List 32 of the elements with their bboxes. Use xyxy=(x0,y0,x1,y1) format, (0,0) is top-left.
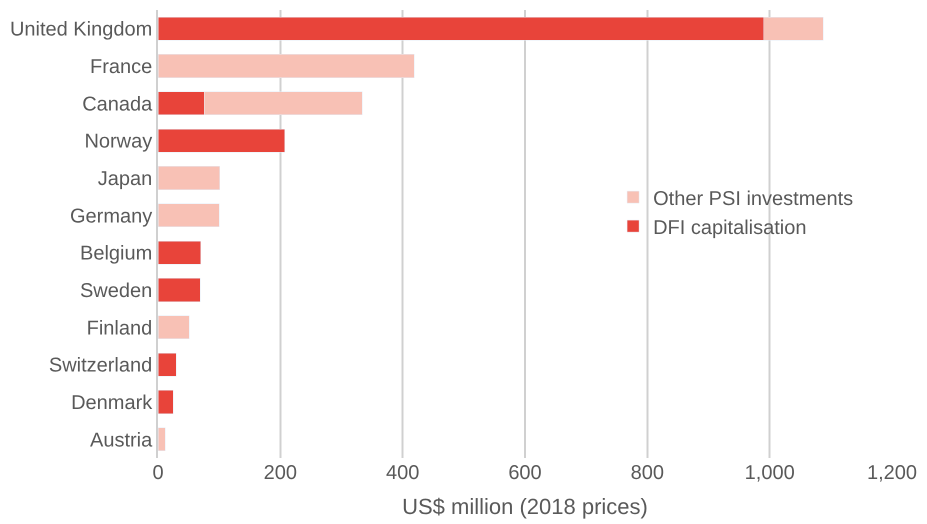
x-axis-title: US$ million (2018 prices) xyxy=(402,494,648,519)
y-tick-label: Germany xyxy=(70,205,152,228)
x-tick-label: 1,000 xyxy=(744,462,795,484)
x-tick-label: 400 xyxy=(386,462,420,484)
x-tick-label: 0 xyxy=(152,462,164,484)
bar xyxy=(158,390,174,414)
y-tick-label: Belgium xyxy=(80,242,152,265)
y-tick-label: Switzerland xyxy=(48,354,152,377)
x-tick-label: 600 xyxy=(508,462,542,484)
y-tick-label: Sweden xyxy=(80,280,152,302)
x-tick-label: 1,200 xyxy=(866,462,918,484)
bar xyxy=(158,278,200,302)
bar xyxy=(158,166,220,190)
legend-label: Other PSI investments xyxy=(653,188,854,210)
y-tick-label: Finland xyxy=(86,317,152,340)
y-tick-label: Canada xyxy=(82,93,154,116)
legend-label: DFI capitalisation xyxy=(653,216,806,239)
x-tick-label: 800 xyxy=(630,462,664,484)
y-tick-label: Austria xyxy=(90,429,154,452)
x-tick-label: 200 xyxy=(264,462,298,484)
bar xyxy=(158,316,190,340)
y-tick-label: United Kingdom xyxy=(10,18,152,41)
y-tick-label: Japan xyxy=(98,168,152,190)
bar xyxy=(158,352,177,376)
bar xyxy=(158,240,202,264)
y-tick-label: Denmark xyxy=(71,392,154,414)
bar xyxy=(158,428,166,452)
y-tick-label: France xyxy=(90,56,152,78)
bar xyxy=(158,204,220,228)
y-tick-label: Norway xyxy=(84,130,152,153)
bar xyxy=(158,128,285,152)
bar xyxy=(158,54,415,78)
